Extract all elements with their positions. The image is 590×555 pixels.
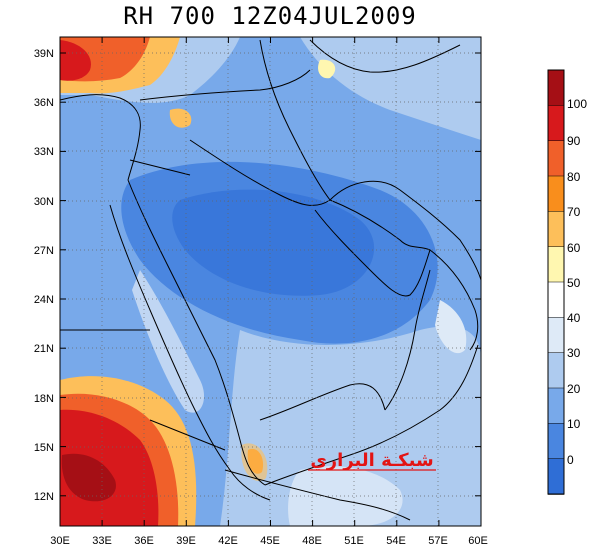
- watermark-text: شبكـة البراري: [310, 450, 433, 471]
- coastline-persian-gulf: [314, 199, 431, 297]
- lon-label: 57E: [428, 535, 448, 547]
- lon-label: 36E: [134, 535, 154, 547]
- lon-label: 42E: [218, 535, 238, 547]
- colorbar-label: 40: [567, 311, 581, 325]
- colorbar-swatch: [547, 387, 565, 425]
- lon-axis: 30E 33E 36E 39E 42E 45E 48E 51E 54E 57E …: [50, 535, 488, 547]
- border-caspian: [309, 39, 461, 73]
- colorbar-swatch: [547, 69, 565, 107]
- colorbar-label: 0: [567, 453, 574, 467]
- colorbar-label: 80: [567, 170, 581, 184]
- lon-label: 54E: [386, 535, 406, 547]
- colorbar-swatch: [547, 458, 565, 495]
- wet-yemen-halo: [241, 443, 268, 482]
- border-ethiopia-eritrea: [149, 419, 226, 451]
- lat-label: 39N: [34, 48, 54, 60]
- moist-patch-red-sea: [132, 270, 205, 413]
- moist-band-iran: [300, 37, 481, 140]
- lon-label: 60E: [468, 535, 488, 547]
- colorbar-swatch: [547, 105, 565, 142]
- colorbar-labels: 100 90 80 70 60 50 40 30 20 10 0: [567, 97, 587, 467]
- colorbar-swatch: [547, 140, 565, 177]
- colorbar-swatch: [547, 175, 565, 213]
- rh-field: [60, 37, 481, 526]
- lat-label: 36N: [34, 97, 54, 109]
- colorbar-label: 100: [567, 97, 587, 111]
- moist-horn: [288, 466, 403, 526]
- lat-label: 21N: [34, 343, 54, 355]
- colorbar-swatch: [547, 246, 565, 283]
- border-oman-saudi: [384, 269, 431, 411]
- lon-label: 51E: [344, 535, 364, 547]
- darkred-ethiopia: [61, 453, 116, 502]
- moist-patch-oman: [435, 300, 467, 354]
- boundaries: [60, 39, 481, 521]
- colorbar-frame: [547, 69, 565, 495]
- lat-label: 18N: [34, 393, 54, 405]
- colorbar-label: 30: [567, 346, 581, 360]
- border-yemen-saudi: [259, 383, 386, 421]
- lat-label: 27N: [34, 245, 54, 257]
- coastline-red-sea-east: [127, 179, 266, 486]
- lon-label: 48E: [302, 535, 322, 547]
- colorbar-swatch: [547, 423, 565, 460]
- colorbar: [547, 69, 565, 495]
- border-somalia: [224, 469, 411, 521]
- border-jordan: [129, 159, 191, 176]
- tick-marks: [59, 37, 482, 526]
- lat-axis: 39N 36N 33N 30N 27N 24N 21N 18N 15N 12N: [34, 48, 54, 503]
- colorbar-swatch: [547, 211, 565, 248]
- coastline-oman: [429, 249, 479, 351]
- lon-label: 30E: [50, 535, 70, 547]
- coastline-gulf-of-aden: [264, 344, 479, 486]
- graticule: [60, 37, 481, 526]
- colorbar-swatch: [547, 281, 565, 319]
- colorbar-swatch: [547, 317, 565, 354]
- colorbar-label: 70: [567, 205, 581, 219]
- wet-caucasus-patch: [318, 59, 336, 79]
- lon-label: 45E: [260, 535, 280, 547]
- border-iraq-iran: [259, 39, 331, 201]
- moist-band-south: [220, 326, 481, 526]
- colorbar-label: 20: [567, 382, 581, 396]
- lat-label: 33N: [34, 146, 54, 158]
- colorbar-label: 60: [567, 241, 581, 255]
- colorbar-label: 50: [567, 276, 581, 290]
- coastline-red-sea-west: [109, 204, 271, 501]
- colorbar-swatch: [547, 352, 565, 389]
- colorbar-label: 10: [567, 417, 581, 431]
- map-title: RH 700 12Z04JUL2009: [123, 2, 417, 30]
- lat-label: 15N: [34, 442, 54, 454]
- lon-label: 39E: [176, 535, 196, 547]
- border-turkey-syria: [139, 69, 311, 101]
- coastline-iran: [329, 180, 481, 281]
- border-iraq-saudi: [189, 139, 331, 206]
- lon-label: 33E: [92, 535, 112, 547]
- lat-label: 24N: [34, 294, 54, 306]
- lat-label: 12N: [34, 491, 54, 503]
- darkred-nw-corner: [60, 40, 91, 81]
- colorbar-label: 90: [567, 134, 581, 148]
- coastline-mediterranean: [60, 94, 141, 181]
- very-dry-core: [172, 189, 375, 296]
- lat-label: 30N: [34, 196, 54, 208]
